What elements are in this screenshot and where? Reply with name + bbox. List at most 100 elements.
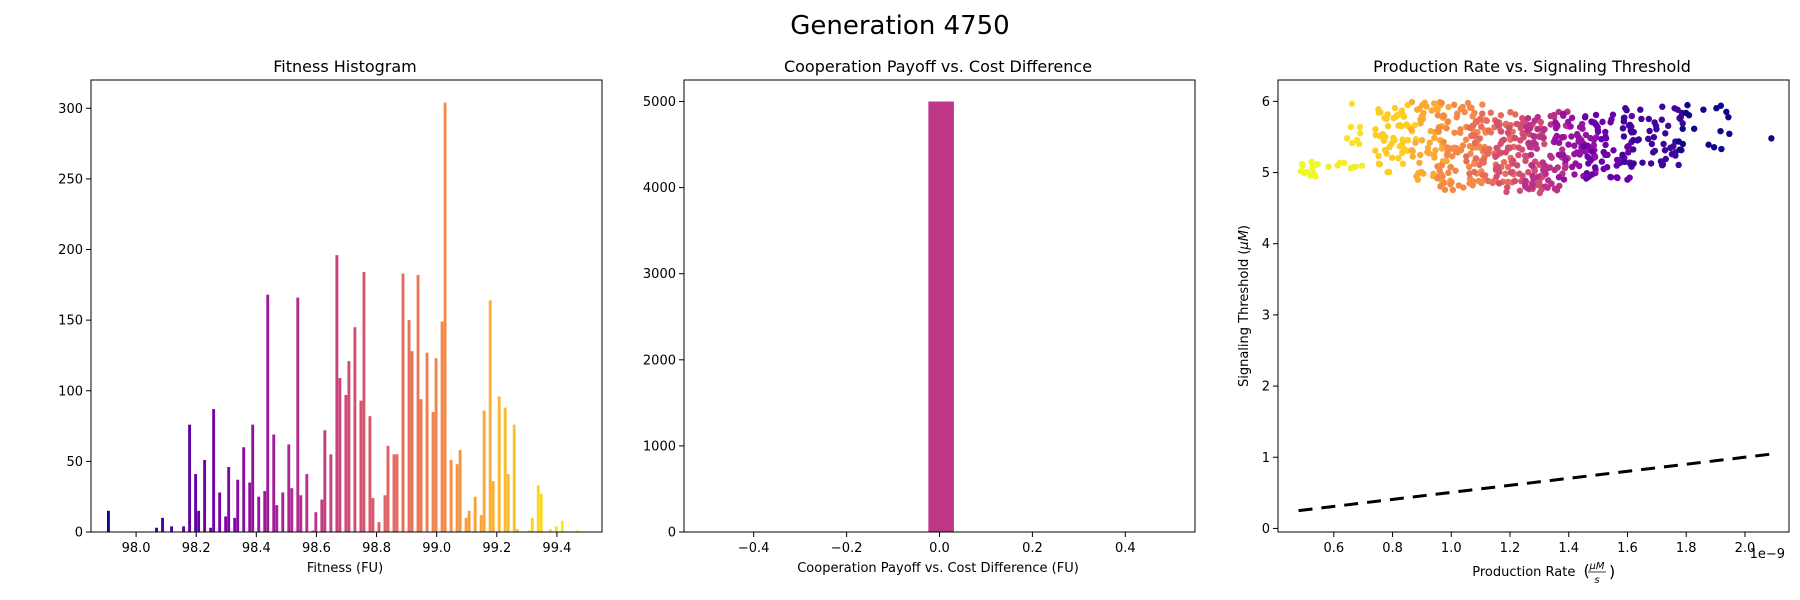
histogram-bar [335, 255, 339, 532]
scatter-point [1495, 121, 1502, 129]
scatter-point [1420, 109, 1427, 117]
scatter-point [1626, 121, 1634, 128]
x-tick-label: −0.2 [831, 541, 863, 556]
histogram-bar [575, 530, 579, 532]
histogram-bar [410, 351, 414, 532]
x-tick-label: 0.6 [1323, 541, 1344, 556]
histogram-bar [188, 424, 192, 532]
production-rate-axes: 0.6 0.8 1.0 1.2 1.4 1.6 1.8 2.0 0 1 2 3 4 5 6 [1262, 95, 1756, 556]
scatter-point [1516, 170, 1523, 177]
scatter-point [1424, 149, 1431, 156]
x-tick-label: 0.8 [1382, 541, 1403, 556]
production-rate-ylabel-close: ) [1237, 225, 1252, 230]
y-tick-label: 5 [1262, 166, 1270, 181]
cooperation-payoff-frame [683, 79, 1196, 533]
y-tick-label: 250 [58, 172, 83, 187]
y-tick-label: 3 [1262, 308, 1270, 323]
scatter-point [1700, 106, 1707, 113]
scatter-point [1502, 149, 1510, 156]
y-tick-label: 300 [58, 102, 83, 117]
scatter-point [1376, 132, 1383, 140]
histogram-bar [275, 505, 279, 532]
scatter-point [1408, 146, 1416, 154]
histogram-bar [353, 327, 357, 532]
scatter-point [1548, 154, 1555, 161]
histogram-bar [266, 294, 270, 532]
scatter-point [1431, 134, 1438, 142]
scatter-point [1581, 114, 1589, 121]
y-tick-label: 3000 [643, 267, 676, 282]
scatter-point [1497, 112, 1505, 119]
scatter-point [1650, 133, 1658, 141]
scatter-point [1538, 133, 1545, 141]
y-tick-label: 100 [58, 384, 83, 399]
x-tick-label: 2.0 [1735, 541, 1756, 556]
x-tick-label: 99.0 [422, 541, 451, 556]
scatter-point [1448, 153, 1456, 160]
scatter-point [1562, 156, 1569, 164]
cooperation-payoff-title: Cooperation Payoff vs. Cost Difference [784, 57, 1092, 76]
scatter-point [1457, 146, 1465, 154]
scatter-point [1347, 123, 1355, 131]
scatter-point [1478, 123, 1485, 130]
scatter-point [1717, 127, 1724, 135]
scatter-point [1676, 146, 1683, 153]
x-tick-label: 99.4 [542, 541, 571, 556]
histogram-bar [263, 491, 267, 532]
scatter-point [1614, 174, 1621, 182]
scatter-point [1340, 159, 1348, 167]
scatter-point [1590, 136, 1598, 144]
x-tick-label: 98.6 [302, 541, 331, 556]
scatter-point [1576, 162, 1583, 170]
scatter-point [1483, 117, 1491, 124]
scatter-point [1660, 140, 1667, 148]
scatter-point [1526, 125, 1534, 132]
scatter-point [1407, 126, 1415, 133]
histogram-bar [233, 517, 237, 532]
scatter-point [1587, 157, 1594, 164]
scatter-point [1610, 147, 1617, 154]
production-rate-xlabel: Production Rate ( [1472, 561, 1590, 580]
histogram-bar [203, 459, 207, 532]
histogram-bar [479, 515, 483, 532]
scatter-point [1451, 129, 1458, 136]
production-rate-xlabel-unit-den: s [1594, 575, 1599, 586]
scatter-point [1303, 168, 1311, 176]
scatter-point [1472, 155, 1480, 162]
scatter-point [1418, 137, 1426, 144]
scatter-point [1539, 159, 1547, 166]
scatter-point [1723, 108, 1730, 116]
histogram-bar [305, 474, 309, 532]
scatter-point [1573, 149, 1581, 156]
scatter-point [1393, 113, 1400, 120]
fitness-histogram-frame [90, 79, 603, 533]
scatter-point [1718, 145, 1725, 153]
scatter-point [1466, 170, 1473, 177]
scatter-point [1621, 158, 1628, 166]
histogram-bar [212, 409, 216, 532]
scatter-point [1463, 153, 1470, 160]
histogram-bar [248, 482, 252, 532]
scatter-point [1376, 160, 1384, 168]
scatter-point [1536, 182, 1544, 189]
scatter-point [1647, 160, 1655, 167]
trend-line [1298, 452, 1775, 513]
scatter-point [1582, 148, 1589, 155]
scatter-point [1520, 134, 1527, 141]
histogram-bar [236, 479, 240, 532]
scatter-point [1534, 125, 1541, 133]
histogram-bar [491, 481, 495, 532]
histogram-bar [371, 498, 375, 532]
x-tick-label: 1.6 [1617, 541, 1638, 556]
scatter-point [1372, 147, 1379, 154]
scatter-point [1440, 138, 1447, 146]
scatter-point [1471, 168, 1478, 176]
histogram-bar [464, 517, 468, 532]
histogram-bar [530, 517, 534, 532]
scatter-point [1555, 151, 1563, 158]
y-tick-label: 4000 [643, 181, 676, 196]
scatter-point [1582, 131, 1590, 139]
scatter-point [1515, 144, 1522, 151]
scatter-point [1444, 118, 1452, 125]
x-tick-label: 1.2 [1500, 541, 1521, 556]
